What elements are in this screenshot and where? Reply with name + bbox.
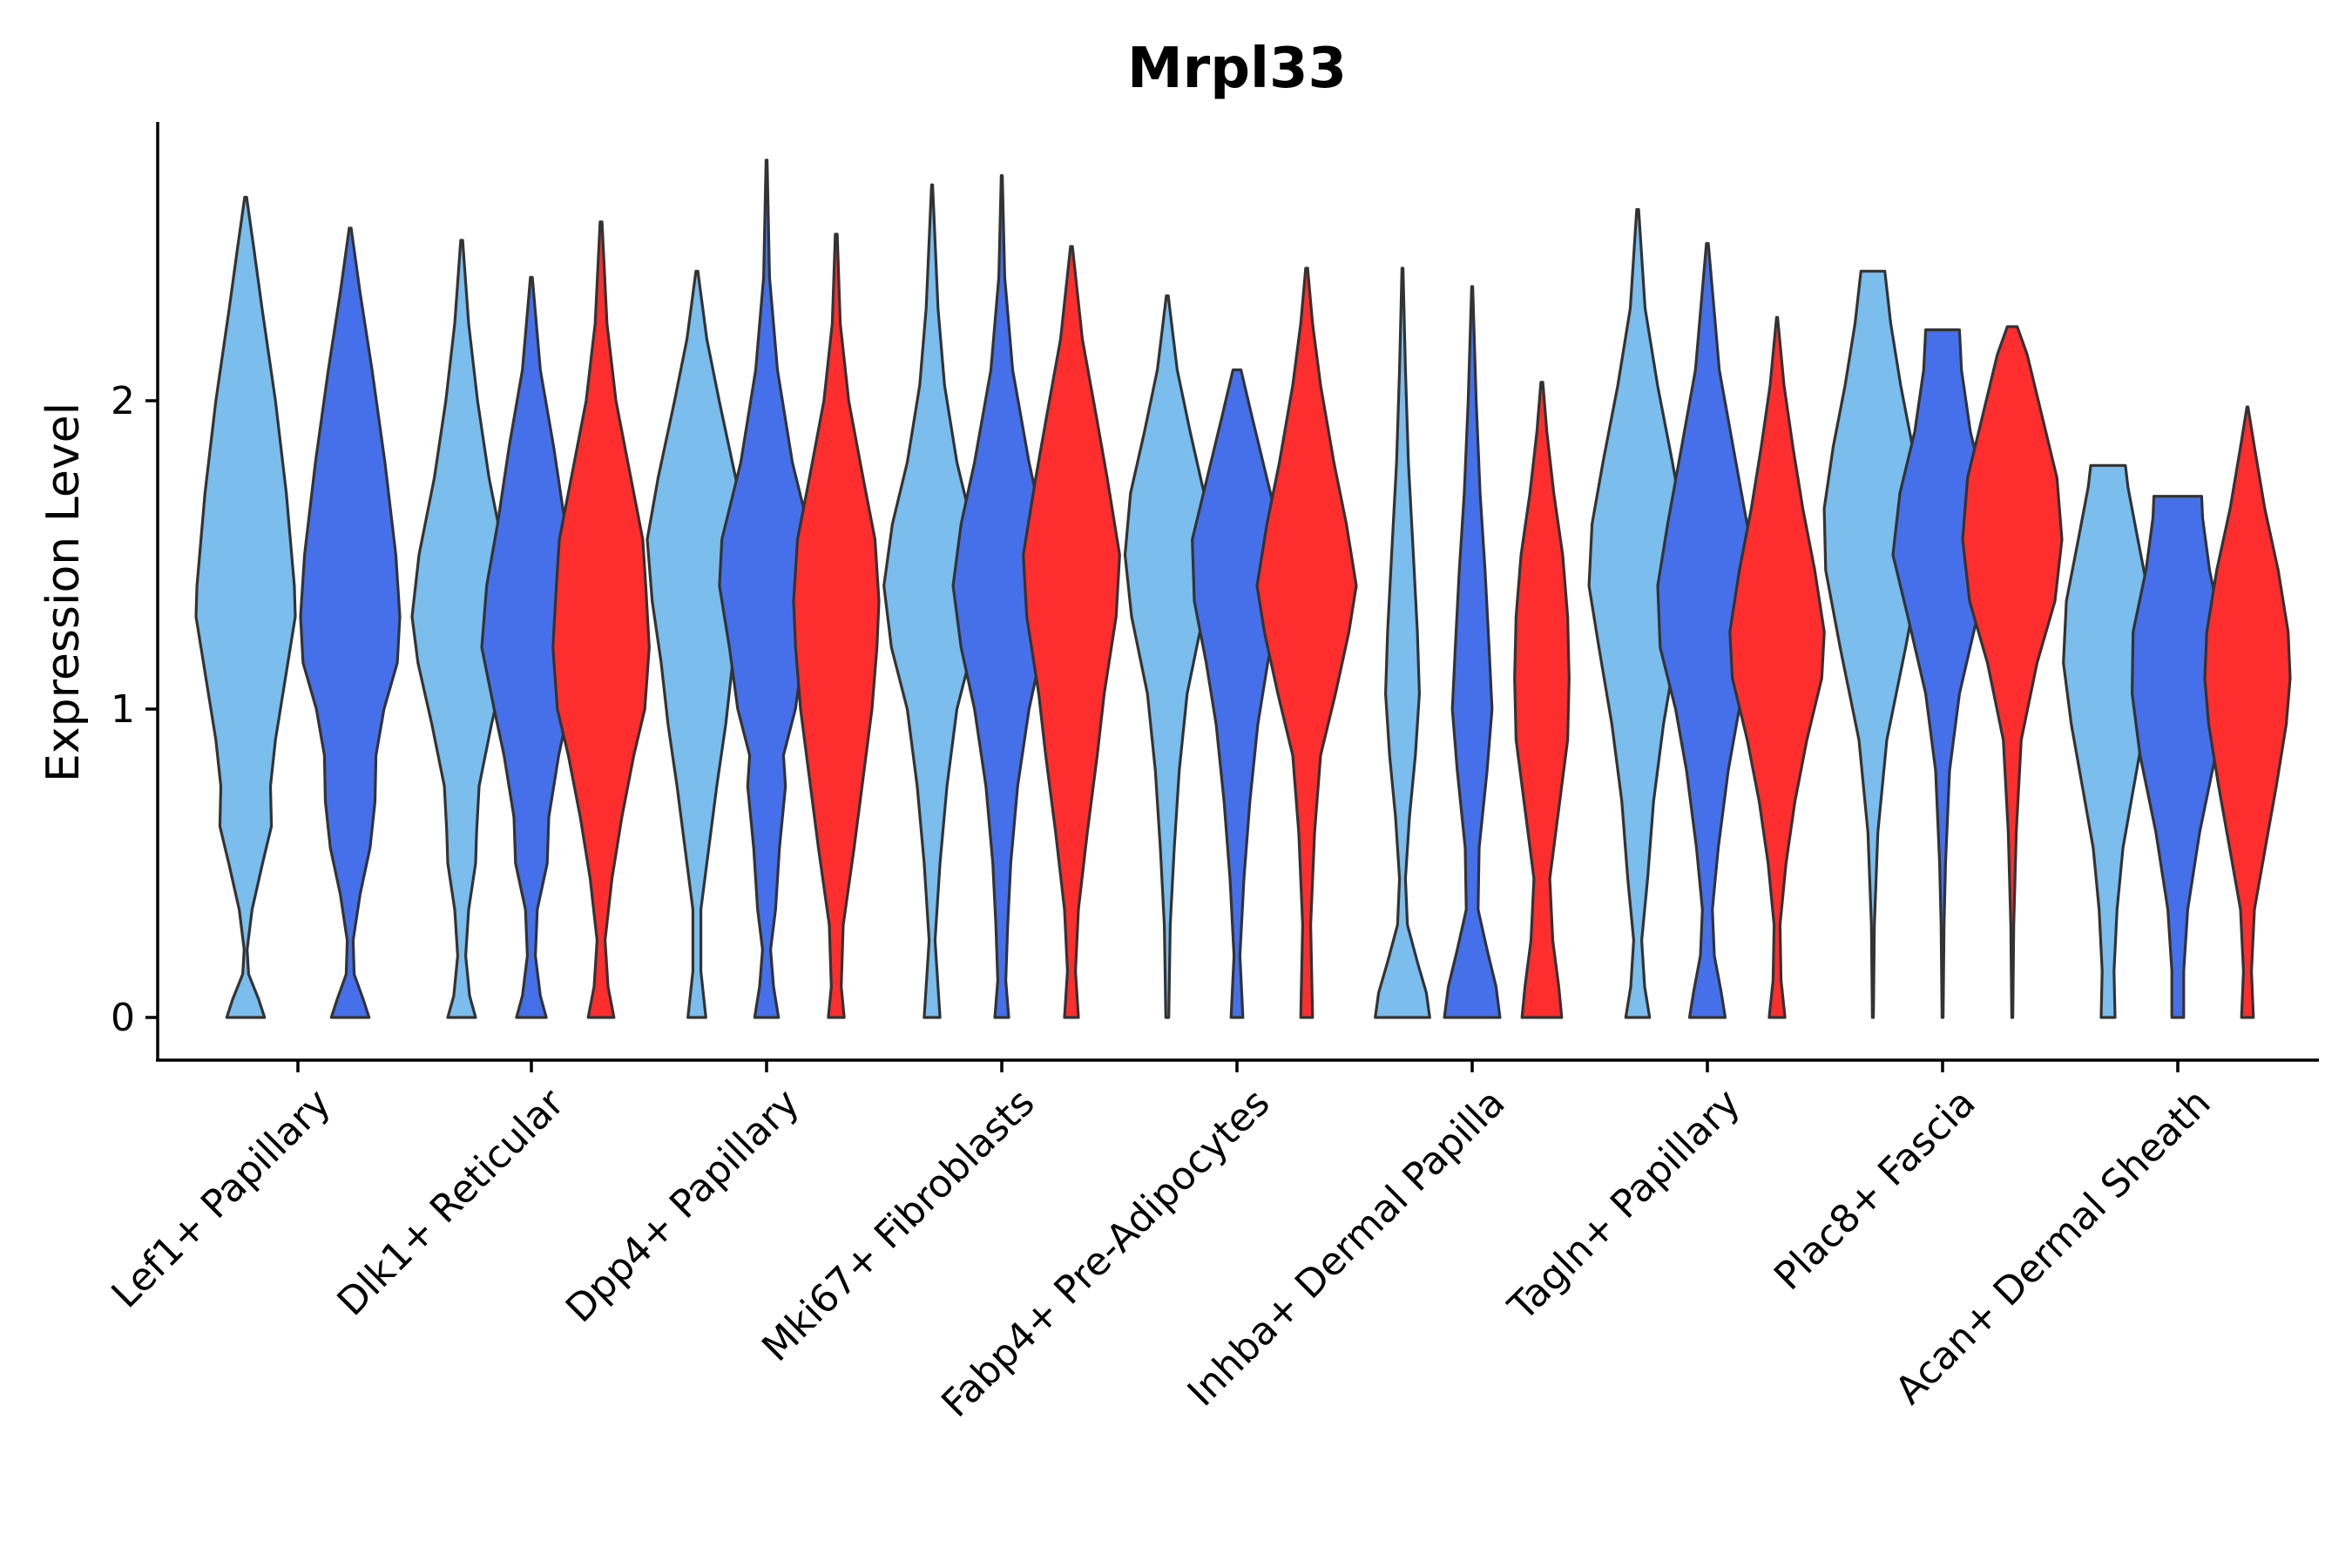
violin-4-3 (1022, 245, 1121, 1019)
violin-4-2 (951, 174, 1052, 1019)
violin-3-3 (792, 233, 881, 1019)
y-tick-label: 0 (111, 996, 135, 1040)
violin-9-3 (2203, 405, 2292, 1019)
violin-6-2 (1443, 285, 1502, 1019)
violin-7-3 (1728, 315, 1826, 1019)
violin-6-1 (1374, 267, 1431, 1019)
y-axis-label: Expression Level (37, 402, 90, 782)
violin-1-1 (194, 195, 297, 1019)
violin-1-2 (299, 226, 402, 1019)
x-tick-label: Dlk1+ Reticular (329, 1080, 574, 1325)
violin-8-3 (1961, 325, 2064, 1019)
violin-9-2 (2131, 495, 2225, 1019)
violin-6-3 (1513, 381, 1571, 1019)
x-tick-label: Plac8+ Fascia (1766, 1080, 1984, 1299)
violin-9-1 (2062, 463, 2154, 1019)
violin-5-3 (1255, 267, 1358, 1019)
violin-7-2 (1656, 241, 1759, 1019)
x-tick-label: Tagln+ Papillary (1499, 1080, 1748, 1329)
violin-4-1 (882, 183, 982, 1019)
violin-2-1 (410, 239, 513, 1019)
x-tick-label: Dpp4+ Papillary (558, 1080, 808, 1331)
y-tick-label: 1 (111, 687, 135, 732)
violin-8-1 (1822, 269, 1923, 1019)
violin-3-2 (718, 159, 815, 1019)
y-tick-label: 2 (111, 379, 135, 423)
violin-2-3 (551, 220, 651, 1019)
violin-3-1 (645, 269, 748, 1019)
y-ticks: 0 1 2 (111, 379, 158, 1040)
violin-5-2 (1191, 368, 1283, 1019)
violin-2-2 (480, 275, 583, 1019)
violin-5-1 (1123, 294, 1212, 1019)
violins-layer (194, 159, 2292, 1019)
x-tick-label: Lef1+ Papillary (103, 1080, 339, 1316)
violin-7-1 (1587, 207, 1688, 1019)
chart-title: Mrpl33 (1127, 37, 1347, 101)
